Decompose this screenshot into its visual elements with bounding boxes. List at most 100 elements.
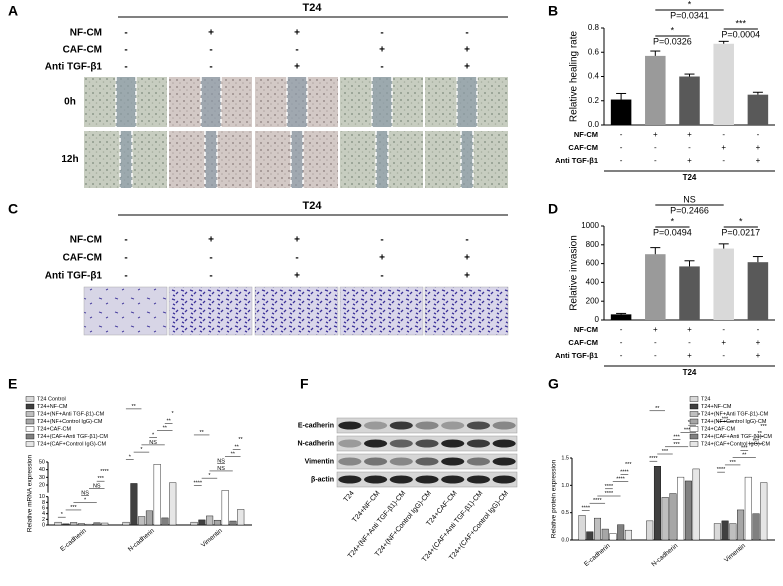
sig-mark: NS — [81, 491, 89, 497]
sig-mark: **** — [649, 456, 658, 462]
bar — [153, 464, 161, 526]
bar — [122, 521, 130, 526]
sig-mark: *** — [70, 505, 77, 511]
condition-sign: + — [756, 143, 761, 152]
sig-mark: *** — [673, 435, 680, 441]
bar — [645, 254, 666, 320]
legend-swatch — [25, 433, 35, 440]
x-tick-label: Vimentin — [200, 527, 224, 549]
bar — [594, 517, 602, 541]
x-axis-label: T24 — [683, 173, 697, 182]
blot-band — [492, 439, 516, 448]
sig-mark: * — [61, 512, 64, 518]
condition-sign: + — [756, 156, 761, 165]
bar — [747, 262, 769, 320]
bar — [653, 466, 661, 541]
legend-label: T24+NF-CM — [701, 404, 732, 410]
bar — [198, 519, 206, 526]
sig-mark: ** — [200, 430, 205, 436]
legend-label: T24+NF-CM — [37, 404, 68, 410]
bar — [77, 523, 85, 526]
blot-band — [441, 439, 465, 448]
scratch-gap — [287, 77, 307, 127]
p-value: P=0.0004 — [721, 29, 760, 39]
condition-sign: - — [654, 351, 657, 360]
sig-mark: ** — [163, 425, 168, 431]
sig-mark: ** — [167, 418, 172, 424]
blot-band — [441, 475, 465, 484]
time-label: 0h — [64, 97, 76, 108]
sig-mark: **** — [581, 505, 590, 511]
condition-label: NF-CM — [574, 325, 598, 334]
sig-mark: NS — [217, 459, 225, 465]
sig-mark: * — [739, 216, 743, 226]
condition-sign: - — [688, 143, 691, 152]
legend-label: T24 Control — [37, 396, 66, 402]
condition-sign: - — [688, 338, 691, 347]
bar — [747, 94, 769, 125]
error-bar — [752, 256, 763, 263]
legend-label: T24+(NF+Control IgG)-CM — [701, 419, 767, 425]
condition-sign: - — [380, 271, 383, 282]
bar — [190, 521, 198, 526]
bar — [669, 493, 677, 541]
condition-sign: - — [209, 253, 212, 264]
panel-label: E — [8, 376, 17, 392]
panel-label: F — [300, 376, 309, 392]
y-tick-label: 50 — [39, 459, 45, 465]
condition-sign: - — [209, 62, 212, 73]
bar — [578, 515, 586, 541]
bar — [692, 468, 700, 541]
condition-sign: - — [757, 325, 760, 334]
bar — [677, 476, 685, 541]
legend-swatch — [689, 411, 699, 417]
bar — [752, 513, 760, 541]
blot-band — [338, 457, 362, 466]
legend-label: T24+(CAF+Control IgG)-CM — [701, 441, 770, 447]
legend-label: T24+(CAF+Control IgG)-CM — [37, 441, 106, 447]
bar — [221, 490, 229, 526]
condition-sign: + — [294, 235, 300, 246]
condition-sign: - — [124, 62, 127, 73]
y-axis-label: Relative mRNA expression — [27, 454, 34, 532]
panel-label: C — [8, 201, 18, 217]
legend-swatch — [25, 411, 35, 417]
condition-sign: + — [379, 45, 385, 56]
condition-sign: + — [464, 271, 470, 282]
y-tick-label: 30 — [39, 475, 45, 481]
sig-mark: * — [208, 473, 211, 479]
bar — [661, 497, 669, 541]
bar — [601, 528, 609, 541]
invasion-image — [339, 286, 424, 336]
condition-sign: - — [209, 45, 212, 56]
condition-sign: + — [653, 325, 658, 334]
error-bar — [752, 91, 763, 95]
condition-sign: - — [124, 271, 127, 282]
y-tick-label: 200 — [586, 296, 600, 305]
legend-swatch — [25, 396, 35, 402]
bar — [101, 522, 109, 526]
sig-mark: **** — [684, 427, 693, 433]
panel-label: B — [548, 3, 558, 19]
invasion-image — [83, 286, 168, 336]
sig-mark: *** — [673, 442, 680, 448]
sig-mark: **** — [717, 467, 726, 473]
condition-sign: - — [620, 130, 623, 139]
invasion-image — [424, 286, 509, 336]
protein-label: β-actin — [311, 476, 334, 483]
scratch-gap — [457, 77, 477, 127]
sig-mark: NS — [217, 466, 225, 472]
condition-sign: - — [465, 28, 468, 39]
bar — [721, 520, 729, 541]
legend-label: T24+CAF-CM — [37, 426, 71, 432]
blot-band — [364, 457, 388, 466]
condition-sign: + — [756, 338, 761, 347]
scratch-gap — [291, 131, 303, 188]
y-tick-label: 0.5 — [561, 510, 569, 516]
condition-sign: - — [209, 271, 212, 282]
condition-sign: + — [721, 338, 726, 347]
bar — [237, 509, 245, 526]
condition-sign: + — [294, 271, 300, 282]
condition-sign: + — [653, 130, 658, 139]
